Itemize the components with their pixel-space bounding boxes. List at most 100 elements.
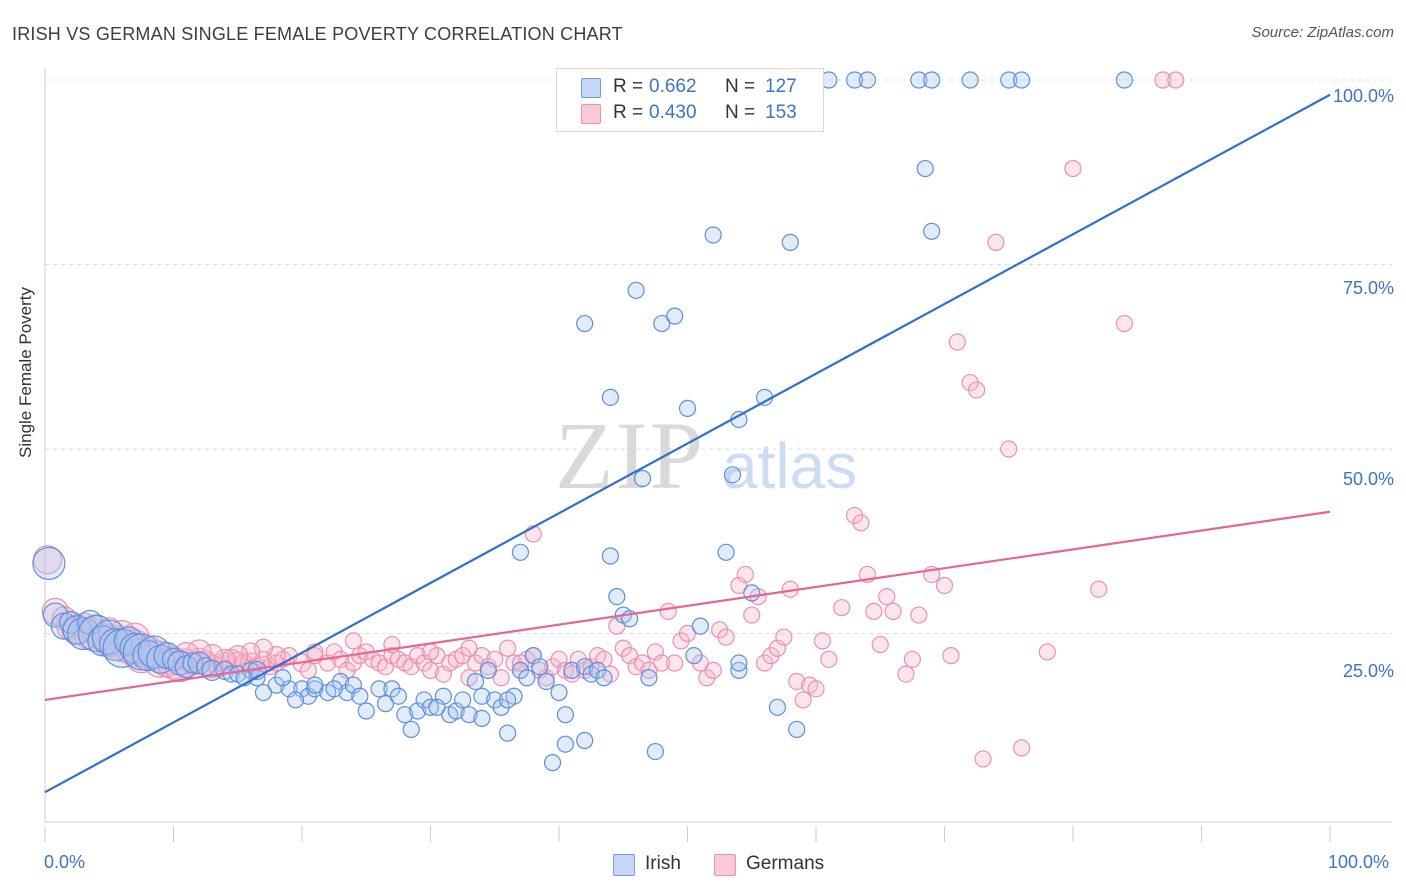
irish-point-57 bbox=[473, 687, 491, 705]
irish-point-122 bbox=[325, 680, 343, 698]
irish-point-100 bbox=[788, 720, 806, 739]
germans-point-94 bbox=[659, 602, 677, 620]
irish-point-88 bbox=[678, 399, 697, 418]
irish-point-69 bbox=[550, 683, 568, 702]
germans-r-value: 0.430 bbox=[649, 102, 697, 123]
irish-point-108 bbox=[910, 71, 928, 89]
irish-point-123 bbox=[428, 698, 446, 716]
germans-point-79 bbox=[563, 665, 581, 683]
irish-point-51 bbox=[421, 698, 440, 716]
irish-point-94 bbox=[730, 661, 748, 680]
germans-swatch bbox=[581, 104, 601, 124]
germans-point-57 bbox=[421, 661, 440, 680]
germans-point-147 bbox=[460, 639, 478, 657]
irish-point-66 bbox=[531, 658, 549, 676]
irish-point-114 bbox=[916, 159, 934, 178]
irish-point-73 bbox=[576, 731, 594, 750]
germans-point-135 bbox=[974, 750, 992, 768]
watermark-atlas: atlas bbox=[722, 430, 857, 502]
irish-point-42 bbox=[357, 702, 375, 720]
irish-point-110 bbox=[961, 71, 979, 89]
germans-n-value: 153 bbox=[765, 102, 797, 123]
germans-point-154 bbox=[241, 642, 261, 662]
irish-point-48 bbox=[402, 720, 420, 739]
germans-point-132 bbox=[948, 333, 966, 351]
irish-point-43 bbox=[370, 680, 388, 698]
irish-legend-swatch bbox=[613, 854, 635, 876]
germans-point-136 bbox=[987, 233, 1005, 251]
irish-point-113 bbox=[1115, 71, 1134, 89]
germans-point-144 bbox=[1167, 71, 1185, 89]
irish-point-1 bbox=[42, 602, 68, 628]
y-tick-label-75: 75.0% bbox=[1342, 278, 1394, 298]
germans-point-93 bbox=[653, 654, 671, 672]
irish-point-91 bbox=[704, 226, 722, 244]
irish-point-44 bbox=[376, 695, 395, 713]
irish-point-47 bbox=[396, 706, 414, 724]
irish-point-98 bbox=[768, 698, 787, 716]
germans-point-102 bbox=[717, 628, 735, 646]
irish-point-36 bbox=[306, 680, 324, 698]
watermark: ZIP atlas bbox=[555, 402, 857, 509]
germans-point-127 bbox=[903, 650, 921, 668]
germans-point-150 bbox=[344, 632, 362, 650]
irish-point-89 bbox=[685, 647, 703, 665]
y-tick-label-100: 100.0% bbox=[1332, 86, 1394, 106]
irish-point-109 bbox=[923, 71, 941, 89]
irish-point-78 bbox=[601, 547, 620, 565]
irish-point-126 bbox=[499, 691, 517, 709]
germans-point-142 bbox=[1115, 314, 1134, 333]
irish-point-72 bbox=[563, 661, 581, 680]
x-tick-label-0: 0.0% bbox=[44, 852, 86, 872]
germans-point-68 bbox=[492, 669, 510, 687]
irish-point-56 bbox=[466, 672, 485, 691]
germans-point-125 bbox=[884, 602, 902, 620]
irish-point-96 bbox=[743, 584, 761, 602]
x-tick-label-100: 100.0% bbox=[1328, 852, 1390, 872]
irish-r-label: R = bbox=[613, 76, 644, 97]
irish-r-value: 0.662 bbox=[649, 76, 697, 97]
germans-point-21 bbox=[171, 648, 201, 678]
germans-point-140 bbox=[1064, 159, 1082, 178]
germans-point-112 bbox=[788, 672, 806, 691]
germans-point-100 bbox=[704, 661, 722, 680]
irish-point-71 bbox=[556, 735, 575, 753]
x-ticks bbox=[44, 826, 1331, 842]
germans-trendline bbox=[44, 510, 1331, 702]
irish-point-111 bbox=[1000, 71, 1018, 89]
irish-point-61 bbox=[499, 724, 517, 742]
germans-r-label: R = bbox=[613, 102, 644, 123]
irish-point-77 bbox=[595, 669, 613, 687]
germans-point-146 bbox=[511, 654, 530, 672]
irish-point-82 bbox=[627, 281, 645, 299]
germans-point-110 bbox=[775, 628, 793, 646]
irish-point-101 bbox=[511, 543, 530, 561]
irish-point-87 bbox=[666, 307, 684, 325]
irish-n-value: 127 bbox=[765, 76, 797, 97]
germans-point-95 bbox=[666, 654, 684, 672]
germans-point-148 bbox=[421, 643, 440, 661]
germans-point-39 bbox=[299, 661, 318, 680]
germans-point-115 bbox=[807, 680, 825, 698]
germans-point-105 bbox=[743, 606, 761, 624]
irish-point-68 bbox=[543, 754, 562, 772]
irish-point-4 bbox=[62, 615, 92, 645]
irish-point-22 bbox=[182, 652, 204, 674]
irish-point-86 bbox=[653, 314, 671, 333]
irish-trendline bbox=[44, 93, 1331, 794]
irish-point-79 bbox=[608, 587, 626, 606]
germans-point-131 bbox=[942, 647, 960, 665]
stats-legend: R = 0.662 N = 127 R = 0.430 N = 153 bbox=[556, 68, 824, 132]
irish-point-116 bbox=[730, 654, 748, 672]
y-tick-label-25: 25.0% bbox=[1342, 661, 1394, 681]
germans-point-126 bbox=[897, 665, 915, 683]
irish-point-64 bbox=[518, 669, 536, 687]
watermark-zip: ZIP bbox=[555, 402, 705, 509]
germans-legend-label: Germans bbox=[746, 853, 825, 874]
germans-point-128 bbox=[910, 606, 928, 624]
germans-point-116 bbox=[813, 632, 832, 650]
germans-point-153 bbox=[253, 638, 274, 658]
germans-point-117 bbox=[820, 650, 838, 668]
irish-point-0 bbox=[32, 546, 66, 580]
irish-n-label: N = bbox=[725, 76, 756, 97]
